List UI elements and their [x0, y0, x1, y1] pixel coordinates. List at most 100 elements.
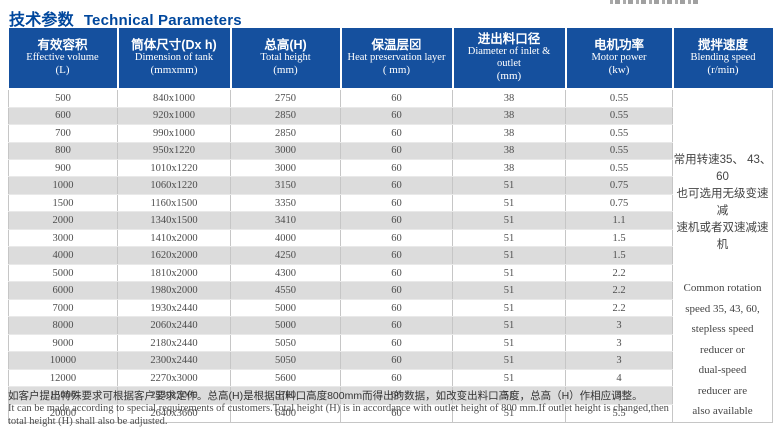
note-zh-line: 也可选用无级变速减 [676, 188, 769, 217]
table-cell: 2850 [230, 107, 341, 126]
table-cell: 60 [340, 299, 453, 318]
table-cell: 7000 [8, 299, 118, 318]
table-cell: 2530x3000 [117, 386, 231, 405]
table-cell: 2300x2440 [117, 351, 231, 370]
table-cell: 1500 [8, 194, 118, 213]
note-zh-line: 速机或者双速减速机 [676, 222, 769, 251]
technical-parameters-table: 有效容积 Effective volume (L) 筒体尺寸(Dx h) Dimensi… [8, 28, 773, 423]
table-cell: 38 [452, 107, 566, 126]
table-cell: 51 [452, 404, 566, 423]
table-row: 15000 2530x3000 5700 60 51 4 [8, 386, 773, 405]
table-cell: 9000 [8, 334, 118, 353]
table-row: 800 950x1220 3000 60 38 0.55 [8, 142, 773, 160]
note-en-line: reducer or [700, 343, 745, 356]
table-cell: 60 [340, 404, 453, 423]
column-header-2-h-zh: 总高(H) [264, 38, 307, 52]
table-cell: 38 [452, 142, 566, 160]
table-cell: 5700 [230, 386, 341, 405]
column-header-0: 有效容积 Effective volume (L) [8, 28, 119, 90]
column-header-1-h-en: Dimension of tank [134, 52, 214, 63]
table-cell: 5600 [230, 369, 341, 388]
table-cell: 51 [452, 281, 566, 300]
table-row: 6000 1980x2000 4550 60 51 2.2 [8, 281, 773, 300]
table-cell: 38 [452, 89, 566, 108]
column-header-0-h-zh: 有效容积 [37, 38, 88, 52]
table-cell: 8000 [8, 316, 118, 335]
clipped-text-fragment [610, 0, 698, 4]
column-header-2-h-unit: (mm) [273, 64, 298, 76]
table-row: 600 920x1000 2850 60 38 0.55 [8, 107, 773, 126]
column-header-1-h-zh: 筒体尺寸(Dx h) [131, 38, 217, 52]
note-en-line: dual-speed [698, 364, 747, 376]
note-zh-line: 常用转速35、 43、 60 [673, 154, 772, 183]
table-cell: 2.2 [565, 264, 673, 283]
table-cell: 1620x2000 [117, 246, 231, 265]
column-header-5-h-zh: 电机功率 [593, 38, 644, 52]
table-cell: 38 [452, 124, 566, 143]
table-cell: 60 [340, 369, 453, 388]
table-cell: 60 [340, 142, 453, 160]
table-cell: 800 [8, 142, 118, 160]
footnote-en-line1: It can be made according to special requ… [8, 403, 669, 414]
table-cell: 840x1000 [117, 89, 231, 108]
table-cell: 0.55 [565, 159, 673, 178]
column-header-1-h-unit: (mmxmm) [150, 64, 198, 76]
table-cell: 1340x1500 [117, 211, 231, 230]
table-cell: 1410x2000 [117, 229, 231, 248]
table-cell: 4000 [230, 229, 341, 248]
table-cell: 51 [452, 386, 566, 405]
note-en-line: also available [692, 405, 753, 417]
table-cell: 920x1000 [117, 107, 231, 126]
header-row: 有效容积 Effective volume (L) 筒体尺寸(Dx h) Dimensi… [8, 28, 773, 90]
table-cell: 1980x2000 [117, 281, 231, 300]
table-cell: 10000 [8, 351, 118, 370]
blending-speed-note-en: Common rotation speed 35, 43, 60, stepless… [673, 278, 772, 422]
column-header-5-h-en: Motor power [591, 52, 647, 63]
column-header-3: 保温层⊠ Heat preservation layer( mm) [340, 28, 454, 90]
column-header-6: 搅拌速度 Blending speed (r/min) [672, 28, 773, 90]
table-cell: 60 [340, 194, 453, 213]
table-cell: 2270x3000 [117, 369, 231, 388]
table-row: 1000 1060x1220 3150 60 51 0.75 [8, 176, 773, 195]
table-cell: 1.5 [565, 229, 673, 248]
table-cell: 51 [452, 229, 566, 248]
table-cell: 2750 [230, 89, 341, 108]
column-header-2: 总高(H) Total height (mm) [230, 28, 342, 90]
footnote: 如客户提出特殊要求可根据客户要求定作。总高(H)是根据出料口高度800mm而得出… [8, 389, 774, 428]
page-title: 技术参数 Technical Parameters [0, 0, 780, 30]
column-header-3-h-zh: 保温层⊠ [371, 38, 422, 52]
table-cell: 60 [340, 159, 453, 178]
table-cell: 60 [340, 89, 453, 108]
table-cell: 2.2 [565, 281, 673, 300]
table-cell: 51 [452, 299, 566, 318]
table-cell: 2180x2440 [117, 334, 231, 353]
table-cell: 4 [565, 386, 673, 405]
table-cell: 20000 [8, 404, 118, 423]
table-cell: 60 [340, 211, 453, 230]
note-en-line: stepless speed [691, 323, 754, 335]
table-cell: 51 [452, 351, 566, 370]
table-cell: 60 [340, 124, 453, 143]
table-cell: 15000 [8, 386, 118, 405]
table-cell: 5.5 [565, 404, 673, 423]
table-row: 900 1010x1220 3000 60 38 0.55 [8, 159, 773, 178]
table-cell: 1.1 [565, 211, 673, 230]
table-cell: 3000 [230, 142, 341, 160]
table-cell: 900 [8, 159, 118, 178]
table-cell: 2640x3660 [117, 404, 231, 423]
table-cell: 6000 [8, 281, 118, 300]
column-header-2-h-en: Total height [260, 52, 311, 63]
table-cell: 3000 [230, 159, 341, 178]
table-cell: 950x1220 [117, 142, 231, 160]
table-cell: 60 [340, 281, 453, 300]
table-cell: 5000 [230, 299, 341, 318]
table-cell: 60 [340, 351, 453, 370]
table-cell: 1.5 [565, 246, 673, 265]
table-cell: 0.75 [565, 194, 673, 213]
table-cell: 2060x2440 [117, 316, 231, 335]
table-cell: 4250 [230, 246, 341, 265]
table-cell: 38 [452, 159, 566, 178]
table-cell: 1810x2000 [117, 264, 231, 283]
table-cell: 60 [340, 386, 453, 405]
table-cell: 51 [452, 316, 566, 335]
